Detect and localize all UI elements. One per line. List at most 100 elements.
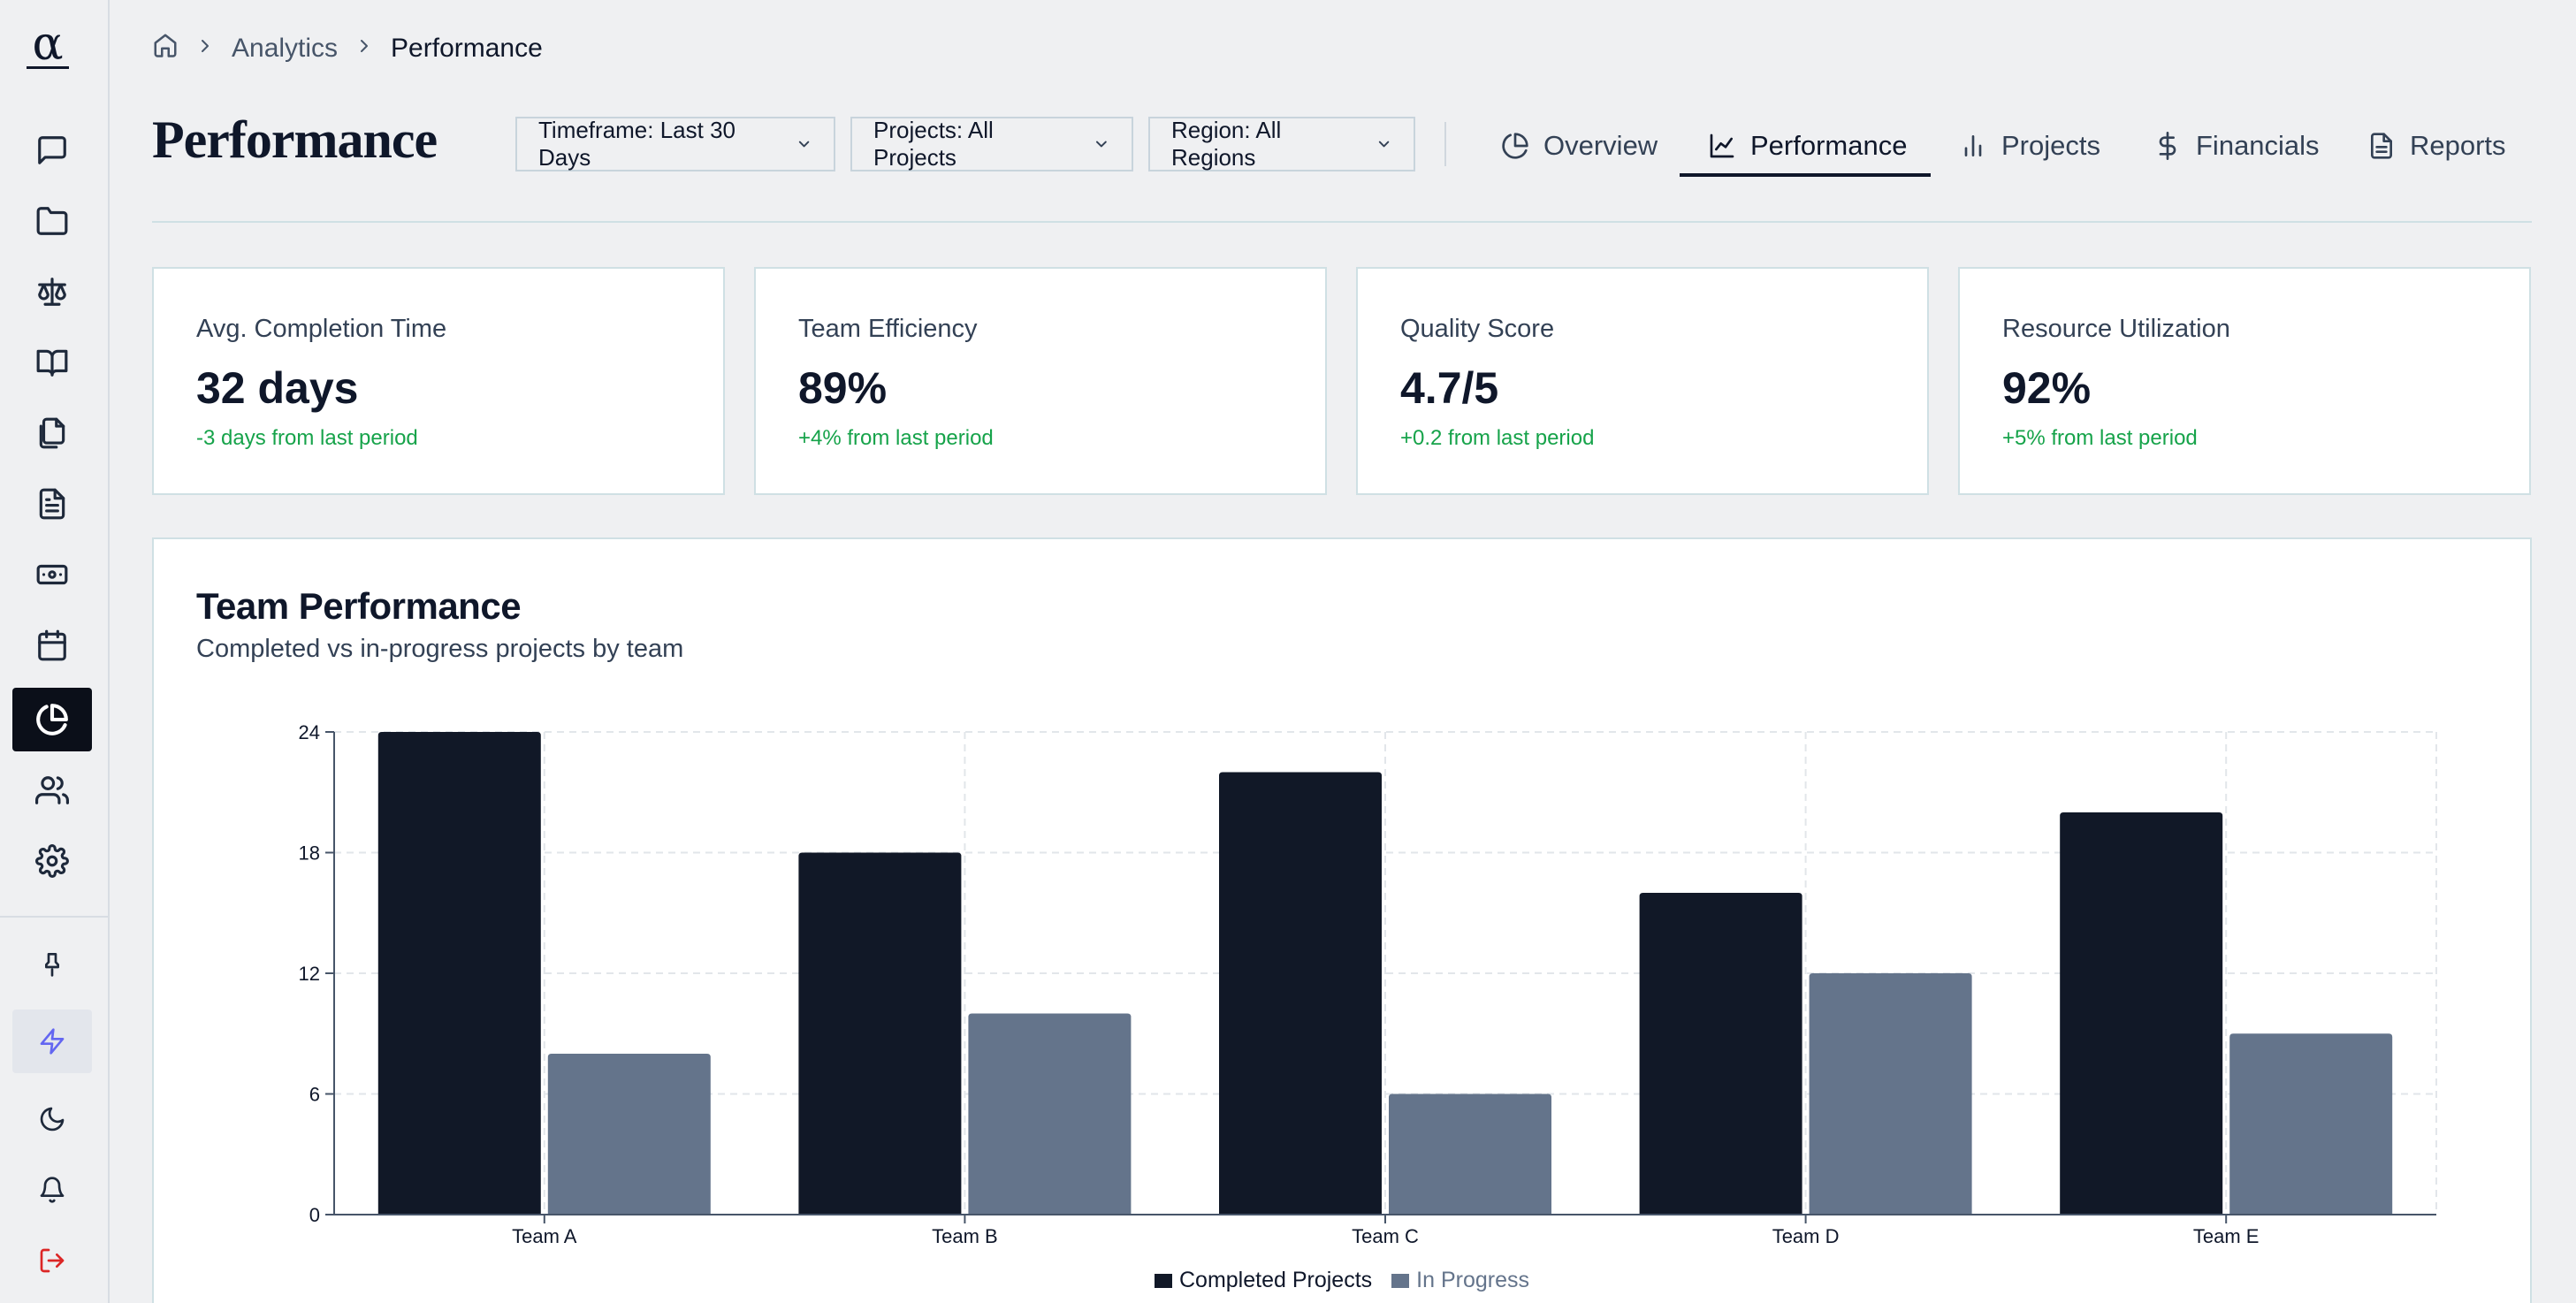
page-title: Performance (152, 110, 438, 169)
sidebar: α (0, 0, 110, 1303)
y-tick-label: 24 (299, 721, 320, 743)
active-tab-indicator (1680, 173, 1931, 177)
folder-icon (36, 207, 68, 235)
sidebar-item-team[interactable] (12, 758, 92, 822)
kpi-value: 32 days (196, 363, 359, 413)
app-logo[interactable]: α (21, 21, 74, 74)
sidebar-item-theme-toggle[interactable] (12, 1087, 92, 1151)
calendar-icon (38, 629, 66, 661)
tab-reports[interactable]: Reports (2367, 115, 2506, 177)
tab-overview-label: Overview (1543, 130, 1658, 161)
bar-in-progress (968, 1013, 1132, 1215)
projects-filter-label: Projects: All Projects (873, 117, 994, 171)
breadcrumb-analytics[interactable]: Analytics (232, 34, 339, 63)
message-square-icon (38, 136, 66, 164)
sidebar-item-billing[interactable] (12, 543, 92, 606)
sidebar-item-messages[interactable] (12, 118, 92, 182)
timeframe-filter-label: Timeframe: Last 30 Days (538, 117, 736, 171)
kpi-value: 89% (798, 363, 888, 413)
x-tick-label: Team D (1772, 1225, 1840, 1247)
file-text-icon (2371, 133, 2392, 159)
tab-financials-label: Financials (2196, 130, 2320, 161)
sidebar-item-documents[interactable] (12, 401, 92, 465)
breadcrumb-current: Performance (391, 34, 543, 63)
bar-completed (1219, 772, 1382, 1215)
zap-icon (40, 1028, 65, 1055)
kpi-delta: -3 days from last period (196, 426, 418, 450)
pie-chart-icon (36, 704, 68, 735)
team-performance-chart: 0 6 12 18 24 Team A Team B Team C Team D Team E (299, 721, 2437, 1247)
bar-in-progress (547, 1054, 711, 1215)
header-separator (152, 221, 2532, 223)
region-filter-label: Region: All Regions (1171, 117, 1282, 171)
legend-label-in-progress: In Progress (1416, 1268, 1529, 1292)
chevron-down-icon (798, 141, 810, 148)
x-tick-label: Team C (1352, 1225, 1419, 1247)
tab-financials[interactable]: Financials (2153, 115, 2320, 177)
sidebar-item-settings[interactable] (12, 829, 92, 893)
sidebar-item-pin[interactable] (12, 932, 92, 995)
users-icon (35, 776, 69, 804)
bar-completed (2060, 812, 2223, 1215)
sidebar-item-logout[interactable] (12, 1229, 92, 1292)
sidebar-item-notifications[interactable] (12, 1158, 92, 1222)
chevron-right-icon (194, 34, 216, 64)
kpi-card-completion-time: Avg. Completion Time 32 days -3 days fro… (152, 267, 725, 495)
sidebar-item-quick-actions[interactable] (12, 1010, 92, 1073)
tab-overview[interactable]: Overview (1501, 115, 1658, 177)
pie-chart-icon (1502, 133, 1528, 159)
bar-completed (1639, 893, 1802, 1215)
kpi-label: Resource Utilization (2002, 315, 2230, 343)
tab-performance-label: Performance (1750, 130, 1908, 161)
kpi-delta: +5% from last period (2002, 426, 2198, 450)
kpi-value: 4.7/5 (1400, 363, 1499, 413)
legend-label-completed: Completed Projects (1179, 1268, 1373, 1292)
sidebar-item-files[interactable] (12, 472, 92, 536)
sidebar-item-analytics[interactable] (12, 688, 92, 751)
kpi-delta: +0.2 from last period (1400, 426, 1595, 450)
tab-performance[interactable]: Performance (1708, 115, 1907, 177)
file-text-icon (39, 488, 65, 520)
breadcrumb: Analytics Performance (152, 30, 543, 67)
settings-icon (35, 844, 69, 878)
home-icon (154, 34, 177, 57)
scale-icon (38, 278, 66, 306)
panel-title: Team Performance (196, 585, 522, 627)
panel-subtitle: Completed vs in-progress projects by tea… (196, 635, 684, 663)
kpi-card-resource-utilization: Resource Utilization 92% +5% from last p… (1958, 267, 2531, 495)
projects-filter[interactable]: Projects: All Projects (850, 117, 1133, 171)
sidebar-item-legal[interactable] (12, 260, 92, 324)
home-link[interactable] (152, 32, 179, 65)
kpi-card-team-efficiency: Team Efficiency 89% +4% from last period (754, 267, 1327, 495)
tab-reports-label: Reports (2410, 130, 2506, 161)
sidebar-item-folders[interactable] (12, 189, 92, 253)
bell-icon (40, 1177, 65, 1203)
kpi-card-quality-score: Quality Score 4.7/5 +0.2 from last perio… (1356, 267, 1929, 495)
y-tick-label: 0 (309, 1204, 320, 1226)
sidebar-item-calendar[interactable] (12, 613, 92, 677)
kpi-label: Team Efficiency (798, 315, 978, 343)
header-divider (1444, 122, 1446, 166)
line-chart-icon (1710, 133, 1734, 158)
x-tick-label: Team E (2193, 1225, 2260, 1247)
team-performance-panel: Team Performance Completed vs in-progres… (152, 537, 2532, 1303)
bar-in-progress (1809, 973, 1972, 1215)
logo-underline (27, 66, 69, 69)
legend-item-in-progress[interactable]: In Progress (1391, 1268, 1529, 1293)
chevron-right-icon (354, 34, 375, 64)
moon-icon (40, 1107, 65, 1132)
tab-projects[interactable]: Projects (1959, 115, 2100, 177)
region-filter[interactable]: Region: All Regions (1148, 117, 1415, 171)
pin-icon (44, 953, 59, 977)
kpi-delta: +4% from last period (798, 426, 994, 450)
logo-symbol: α (32, 18, 64, 71)
kpi-label: Avg. Completion Time (196, 315, 447, 343)
bar-completed (798, 852, 962, 1215)
legend-item-completed[interactable]: Completed Projects (1155, 1268, 1372, 1293)
sidebar-divider (0, 916, 110, 918)
x-tick-label: Team B (932, 1225, 998, 1247)
sidebar-item-library[interactable] (12, 331, 92, 394)
y-tick-label: 6 (309, 1084, 320, 1106)
timeframe-filter[interactable]: Timeframe: Last 30 Days (515, 117, 835, 171)
dollar-sign-icon (2159, 132, 2176, 160)
